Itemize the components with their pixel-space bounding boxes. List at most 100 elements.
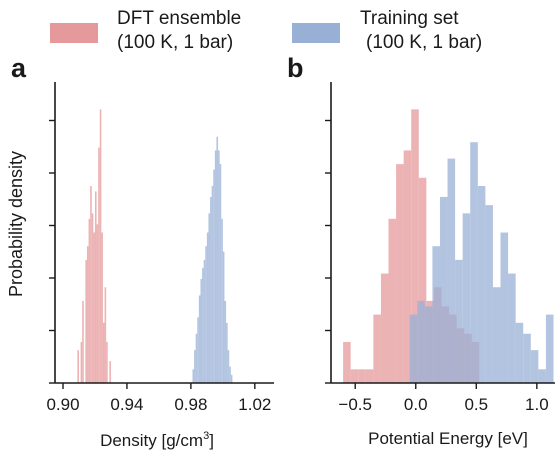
bar-b-series1-3 — [432, 246, 440, 383]
bar-a-series1-8 — [205, 246, 207, 383]
bar-a-series0-10 — [93, 232, 95, 383]
bar-b-series1-14 — [515, 322, 524, 383]
bar-b-series1-6 — [455, 259, 463, 383]
legend-swatch-training — [292, 23, 340, 43]
bar-a-series1-22 — [227, 350, 230, 383]
bar-a-series1-4 — [198, 295, 201, 383]
bar-a-series0-13 — [98, 147, 100, 383]
bar-b-series1-16 — [530, 350, 539, 383]
bar-a-series0-7 — [88, 218, 91, 383]
bar-a-series1-17 — [219, 164, 222, 383]
bar-b-series1-18 — [545, 314, 554, 383]
bars-b — [343, 109, 554, 383]
bar-b-series0-5 — [380, 273, 389, 383]
bar-b-series0-10 — [418, 177, 427, 383]
xtick-label-a-0: 0.90 — [46, 395, 79, 414]
bar-a-series1-24 — [230, 374, 233, 383]
bar-b-series0-6 — [388, 218, 397, 383]
bar-a-series1-6 — [202, 268, 204, 383]
xlabel-a-superscript: 3 — [203, 430, 209, 442]
bar-a-series1-0 — [192, 369, 195, 383]
bar-b-series1-12 — [500, 232, 509, 383]
legend-label-training-line2: (100 K, 1 bar) — [366, 32, 482, 53]
xtick-label-b-2: 0.5 — [464, 395, 488, 414]
bar-a-series0-18 — [106, 341, 108, 383]
bar-a-series1-9 — [206, 232, 209, 383]
bar-b-series1-9 — [477, 185, 486, 383]
legend: DFT ensemble (100 K, 1 bar) Training set… — [50, 8, 482, 53]
bar-b-series0-3 — [365, 369, 374, 383]
bar-a-series1-11 — [210, 196, 212, 383]
bar-a-series0-11 — [94, 191, 97, 383]
bar-b-series1-5 — [447, 158, 456, 383]
bar-a-series0-14 — [99, 109, 102, 383]
bar-b-series0-2 — [358, 369, 366, 383]
bars-a — [77, 109, 233, 383]
bar-a-series0-15 — [101, 232, 103, 383]
bar-b-series0-8 — [403, 150, 412, 383]
bar-a-series0-2 — [80, 341, 83, 383]
bar-a-series1-19 — [222, 251, 225, 383]
bar-a-series0-6 — [86, 246, 89, 383]
bar-a-series1-14 — [214, 150, 217, 383]
bar-a-series1-16 — [218, 150, 220, 383]
bar-b-series1-0 — [409, 314, 418, 383]
bar-a-series1-10 — [208, 213, 211, 383]
bar-a-series1-12 — [211, 185, 214, 383]
xlabel-a-end: ] — [209, 431, 214, 450]
bar-a-series0-16 — [102, 322, 105, 383]
bar-a-series1-1 — [194, 350, 196, 383]
bar-a-series1-3 — [197, 317, 199, 383]
bar-a-series1-20 — [224, 300, 227, 383]
bar-a-series1-23 — [229, 366, 231, 383]
xlabel-b: Potential Energy [eV] — [368, 429, 528, 448]
bar-a-series0-17 — [104, 287, 107, 383]
bar-b-series1-17 — [538, 369, 546, 383]
bar-b-series1-1 — [417, 300, 425, 383]
legend-label-dft-line2: (100 K, 1 bar) — [117, 32, 233, 53]
bar-b-series0-1 — [350, 369, 359, 383]
xtick-label-b-0: −0.5 — [338, 395, 372, 414]
bar-a-series1-5 — [200, 279, 203, 383]
bar-a-series1-7 — [203, 259, 206, 383]
xtick-label-a-2: 0.98 — [174, 395, 207, 414]
panel-a-density-histogram: 0.90 0.94 0.98 1.02 — [46, 82, 274, 414]
panel-label-b: b — [287, 53, 304, 83]
bar-b-series1-2 — [424, 306, 433, 383]
bar-b-series0-7 — [396, 164, 404, 383]
xtick-label-b-1: 0.0 — [404, 395, 428, 414]
xtick-label-a-3: 1.02 — [238, 395, 271, 414]
panel-label-a: a — [11, 53, 27, 83]
bar-b-series1-13 — [508, 273, 516, 383]
bar-b-series1-10 — [485, 205, 493, 383]
bar-a-series0-12 — [96, 224, 99, 383]
bar-a-series1-18 — [221, 218, 223, 383]
bar-b-series1-8 — [470, 142, 478, 383]
legend-label-training-line1: Training set — [360, 8, 459, 29]
bar-a-series0-8 — [90, 185, 92, 383]
xtick-label-a-1: 0.94 — [110, 395, 143, 414]
bar-b-series0-9 — [411, 109, 419, 383]
bar-a-series1-15 — [216, 136, 219, 383]
bar-b-series0-0 — [343, 341, 351, 383]
ylabel-a: Probability density — [6, 151, 26, 297]
bar-a-series0-20 — [109, 361, 111, 383]
bar-b-series1-7 — [462, 213, 471, 383]
panel-b-energy-histogram: −0.5 0.0 0.5 1.0 — [325, 82, 555, 414]
bar-a-series0-3 — [82, 300, 84, 383]
bar-a-series0-9 — [91, 213, 94, 383]
bar-a-series1-21 — [226, 322, 228, 383]
xlabel-a: Density [g/cm3] — [100, 430, 214, 450]
bar-a-series1-2 — [195, 333, 198, 383]
bar-a-series1-13 — [213, 169, 215, 383]
bar-a-series0-5 — [85, 259, 87, 383]
bar-b-series0-4 — [373, 314, 381, 383]
xlabel-a-text: Density [g/cm — [100, 431, 203, 450]
legend-swatch-dft — [50, 23, 98, 43]
xtick-label-b-3: 1.0 — [525, 395, 549, 414]
legend-label-dft-line1: DFT ensemble — [117, 8, 241, 29]
bar-b-series1-15 — [523, 333, 531, 383]
bar-b-series1-11 — [492, 287, 501, 383]
bar-b-series1-4 — [439, 196, 448, 383]
